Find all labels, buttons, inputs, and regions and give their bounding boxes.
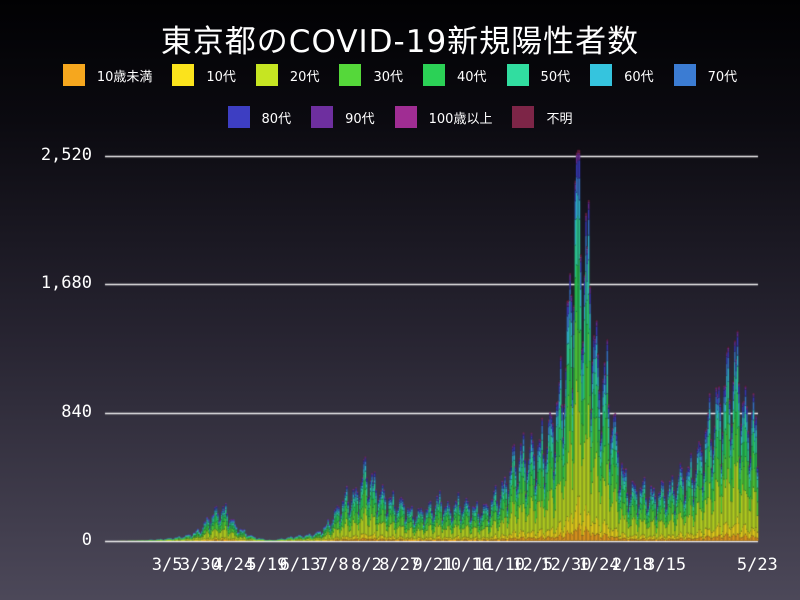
legend-label: 10歳未満: [96, 69, 153, 85]
legend-swatch-icon: [339, 64, 362, 86]
y-axis-tick-label: 0: [81, 530, 92, 550]
x-axis-tick-label: 9/21: [412, 555, 454, 575]
legend-label: 90代: [345, 111, 375, 127]
legend-item: 20代: [255, 64, 320, 86]
x-axis-tick-label: 12/30: [540, 555, 592, 575]
legend-item: 60代: [590, 64, 654, 86]
legend-label: 40代: [457, 69, 487, 85]
x-axis-tick-label: 5/19: [246, 555, 288, 575]
legend-item: 30代: [339, 64, 403, 86]
x-axis-tick-label: 11/10: [473, 555, 526, 575]
x-axis-tick-label: 8/27: [379, 555, 421, 575]
legend-label: 80代: [261, 111, 292, 127]
legend-swatch-icon: [590, 64, 613, 86]
legend-swatch-icon: [255, 64, 278, 86]
x-axis-tick-label: 3/5: [151, 555, 183, 575]
legend-swatch-icon: [394, 106, 417, 128]
legend-swatch-icon: [506, 64, 529, 86]
legend-swatch-icon: [512, 106, 535, 128]
legend-swatch-icon: [227, 106, 250, 128]
legend-item: 10代: [172, 64, 236, 86]
legend-row-1: 10歳未満 10代 20代 30代 40代 50代 60代 70代: [0, 64, 800, 86]
x-axis-tick-label: 2/18: [611, 555, 653, 575]
legend-label: 50代: [540, 69, 571, 85]
x-axis-tick-label: 8/2: [351, 555, 382, 575]
legend-row-2: 80代 90代 100歳以上 不明: [0, 106, 800, 128]
legend-swatch-icon: [62, 64, 85, 86]
legend-item: 10歳未満: [62, 64, 153, 86]
legend-swatch-icon: [423, 64, 445, 86]
legend-swatch-icon: [172, 64, 195, 86]
legend-label: 不明: [546, 111, 573, 127]
legend-label: 100歳以上: [428, 111, 493, 127]
x-axis-tick-label: 12/5: [512, 555, 554, 575]
x-axis-tick-label: 3/15: [645, 555, 687, 575]
legend-swatch-icon: [673, 64, 696, 86]
y-axis-tick-label: 2,520: [40, 145, 92, 165]
x-axis-tick-label: 6/13: [279, 555, 321, 575]
x-axis-tick-label: 5/23: [736, 555, 778, 575]
legend-item: 40代: [423, 64, 487, 86]
legend-item: 80代: [227, 106, 292, 128]
legend-item: 不明: [512, 106, 572, 128]
y-axis-tick-label: 840: [61, 401, 92, 422]
legend-label: 30代: [373, 69, 403, 85]
legend-label: 20代: [289, 69, 320, 85]
x-axis-tick-label: 1/24: [578, 555, 620, 575]
x-axis-tick-label: 4/24: [213, 555, 255, 575]
legend-item: 70代: [673, 64, 738, 86]
legend-item: 50代: [506, 64, 571, 86]
x-axis-tick-label: 10/16: [440, 555, 492, 575]
legend-item: 90代: [311, 106, 375, 128]
legend-label: 70代: [707, 69, 738, 85]
y-axis-tick-label: 1,680: [40, 273, 92, 294]
x-axis-tick-label: 7/8: [317, 555, 349, 575]
legend-item: 100歳以上: [394, 106, 493, 128]
legend-swatch-icon: [311, 106, 334, 128]
legend-label: 60代: [624, 69, 654, 85]
x-axis-tick-label: 3/30: [179, 555, 221, 575]
legend-label: 10代: [206, 69, 236, 85]
